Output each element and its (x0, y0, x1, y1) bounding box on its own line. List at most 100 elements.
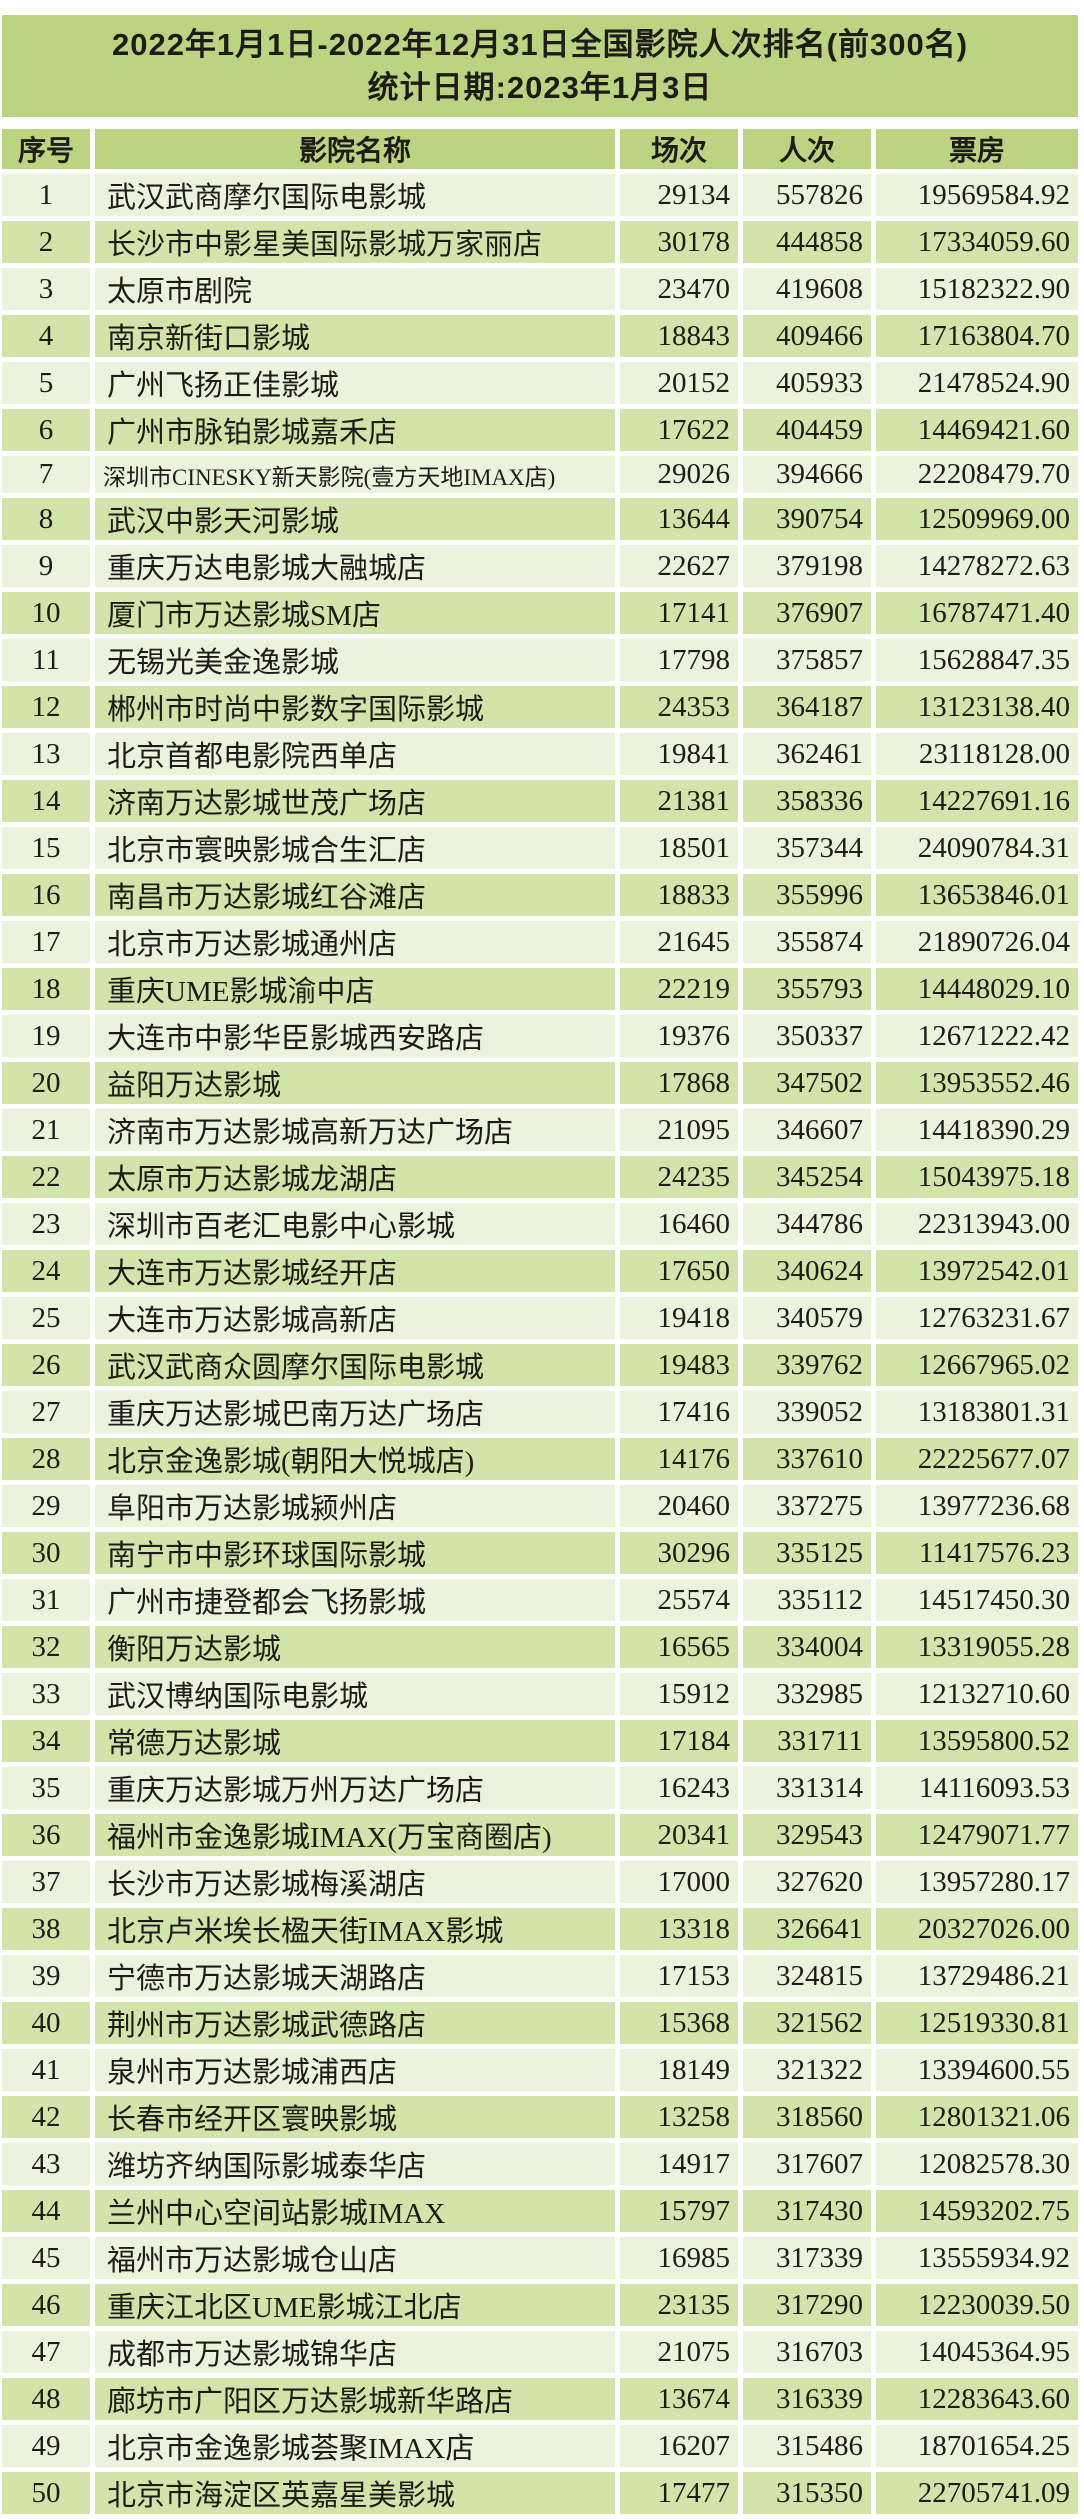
boxoffice-cell: 12519330.81 (876, 2002, 1078, 2044)
sessions-cell: 20460 (620, 1485, 738, 1527)
rank-cell: 14 (2, 780, 90, 822)
cinema-name-cell: 南宁市中影环球国际影城 (95, 1532, 615, 1574)
admissions-cell: 344786 (743, 1203, 871, 1245)
admissions-cell: 337610 (743, 1438, 871, 1480)
sessions-cell: 17416 (620, 1391, 738, 1433)
column-header-boxoffice: 票房 (876, 129, 1078, 169)
rank-cell: 45 (2, 2237, 90, 2279)
rank-cell: 19 (2, 1015, 90, 1057)
rank-cell: 31 (2, 1579, 90, 1621)
cinema-name-cell: 北京市寰映影城合生汇店 (95, 827, 615, 869)
table-row: 10 厦门市万达影城SM店 17141 376907 16787471.40 (2, 592, 1078, 634)
table-row: 50 北京市海淀区英嘉星美影城 17477 315350 22705741.09 (2, 2472, 1078, 2514)
sessions-cell: 13644 (620, 498, 738, 540)
admissions-cell: 444858 (743, 221, 871, 263)
table-row: 5 广州飞扬正佳影城 20152 405933 21478524.90 (2, 362, 1078, 404)
admissions-cell: 317607 (743, 2143, 871, 2185)
admissions-cell: 409466 (743, 315, 871, 357)
admissions-cell: 321562 (743, 2002, 871, 2044)
rank-cell: 9 (2, 545, 90, 587)
admissions-cell: 331711 (743, 1720, 871, 1762)
sessions-cell: 25574 (620, 1579, 738, 1621)
admissions-cell: 355996 (743, 874, 871, 916)
table-row: 17 北京市万达影城通州店 21645 355874 21890726.04 (2, 921, 1078, 963)
admissions-cell: 557826 (743, 174, 871, 216)
admissions-cell: 315350 (743, 2472, 871, 2514)
admissions-cell: 335125 (743, 1532, 871, 1574)
rank-cell: 30 (2, 1532, 90, 1574)
cinema-name-cell: 重庆万达影城巴南万达广场店 (95, 1391, 615, 1433)
table-row: 41 泉州市万达影城浦西店 18149 321322 13394600.55 (2, 2049, 1078, 2091)
boxoffice-cell: 13595800.52 (876, 1720, 1078, 1762)
sessions-cell: 24235 (620, 1156, 738, 1198)
sessions-cell: 13674 (620, 2378, 738, 2420)
sessions-cell: 16565 (620, 1626, 738, 1668)
admissions-cell: 324815 (743, 1955, 871, 1997)
admissions-cell: 350337 (743, 1015, 871, 1057)
sessions-cell: 16207 (620, 2425, 738, 2467)
boxoffice-cell: 12763231.67 (876, 1297, 1078, 1339)
table-row: 35 重庆万达影城万州万达广场店 16243 331314 14116093.53 (2, 1767, 1078, 1809)
column-header-rank: 序号 (2, 129, 90, 169)
rank-cell: 18 (2, 968, 90, 1010)
admissions-cell: 419608 (743, 268, 871, 310)
sessions-cell: 17153 (620, 1955, 738, 1997)
table-row: 1 武汉武商摩尔国际电影城 29134 557826 19569584.92 (2, 174, 1078, 216)
table-row: 28 北京金逸影城(朝阳大悦城店) 14176 337610 22225677.07 (2, 1438, 1078, 1480)
table-row: 2 长沙市中影星美国际影城万家丽店 30178 444858 17334059.60 (2, 221, 1078, 263)
cinema-name-cell: 长沙市万达影城梅溪湖店 (95, 1861, 615, 1903)
column-header-cinema-name: 影院名称 (95, 129, 615, 169)
rank-cell: 38 (2, 1908, 90, 1950)
cinema-name-cell: 重庆万达影城万州万达广场店 (95, 1767, 615, 1809)
sessions-cell: 17622 (620, 409, 738, 451)
table-row: 18 重庆UME影城渝中店 22219 355793 14448029.10 (2, 968, 1078, 1010)
table-row: 4 南京新街口影城 18843 409466 17163804.70 (2, 315, 1078, 357)
cinema-name-cell: 广州市捷登都会飞扬影城 (95, 1579, 615, 1621)
rank-cell: 39 (2, 1955, 90, 1997)
boxoffice-cell: 13319055.28 (876, 1626, 1078, 1668)
rank-cell: 11 (2, 639, 90, 681)
sessions-cell: 15912 (620, 1673, 738, 1715)
boxoffice-cell: 17163804.70 (876, 315, 1078, 357)
table-row: 24 大连市万达影城经开店 17650 340624 13972542.01 (2, 1250, 1078, 1292)
sessions-cell: 29134 (620, 174, 738, 216)
cinema-name-cell: 阜阳市万达影城颍州店 (95, 1485, 615, 1527)
rank-cell: 8 (2, 498, 90, 540)
cinema-name-cell: 潍坊齐纳国际影城泰华店 (95, 2143, 615, 2185)
boxoffice-cell: 18701654.25 (876, 2425, 1078, 2467)
admissions-cell: 375857 (743, 639, 871, 681)
admissions-cell: 340624 (743, 1250, 871, 1292)
sessions-cell: 18149 (620, 2049, 738, 2091)
rank-cell: 24 (2, 1250, 90, 1292)
rank-cell: 49 (2, 2425, 90, 2467)
boxoffice-cell: 12132710.60 (876, 1673, 1078, 1715)
cinema-name-cell: 福州市万达影城仓山店 (95, 2237, 615, 2279)
rank-cell: 29 (2, 1485, 90, 1527)
table-row: 49 北京市金逸影城荟聚IMAX店 16207 315486 18701654.25 (2, 2425, 1078, 2467)
sessions-cell: 21095 (620, 1109, 738, 1151)
rank-cell: 27 (2, 1391, 90, 1433)
cinema-name-cell: 廊坊市广阳区万达影城新华路店 (95, 2378, 615, 2420)
sessions-cell: 22627 (620, 545, 738, 587)
boxoffice-cell: 13653846.01 (876, 874, 1078, 916)
cinema-name-cell: 厦门市万达影城SM店 (95, 592, 615, 634)
rank-cell: 5 (2, 362, 90, 404)
cinema-ranking-table: 序号 影院名称 场次 人次 票房 1 武汉武商摩尔国际电影城 29134 557826 1956… (0, 124, 1083, 2519)
admissions-cell: 329543 (743, 1814, 871, 1856)
boxoffice-cell: 12667965.02 (876, 1344, 1078, 1386)
cinema-name-cell: 泉州市万达影城浦西店 (95, 2049, 615, 2091)
rank-cell: 20 (2, 1062, 90, 1104)
boxoffice-cell: 23118128.00 (876, 733, 1078, 775)
sessions-cell: 19841 (620, 733, 738, 775)
boxoffice-cell: 22208479.70 (876, 456, 1078, 493)
sessions-cell: 21645 (620, 921, 738, 963)
rank-cell: 12 (2, 686, 90, 728)
admissions-cell: 379198 (743, 545, 871, 587)
rank-cell: 21 (2, 1109, 90, 1151)
cinema-name-cell: 广州市脉铂影城嘉禾店 (95, 409, 615, 451)
boxoffice-cell: 12801321.06 (876, 2096, 1078, 2138)
sessions-cell: 19376 (620, 1015, 738, 1057)
rank-cell: 33 (2, 1673, 90, 1715)
rank-cell: 25 (2, 1297, 90, 1339)
table-row: 20 益阳万达影城 17868 347502 13953552.46 (2, 1062, 1078, 1104)
